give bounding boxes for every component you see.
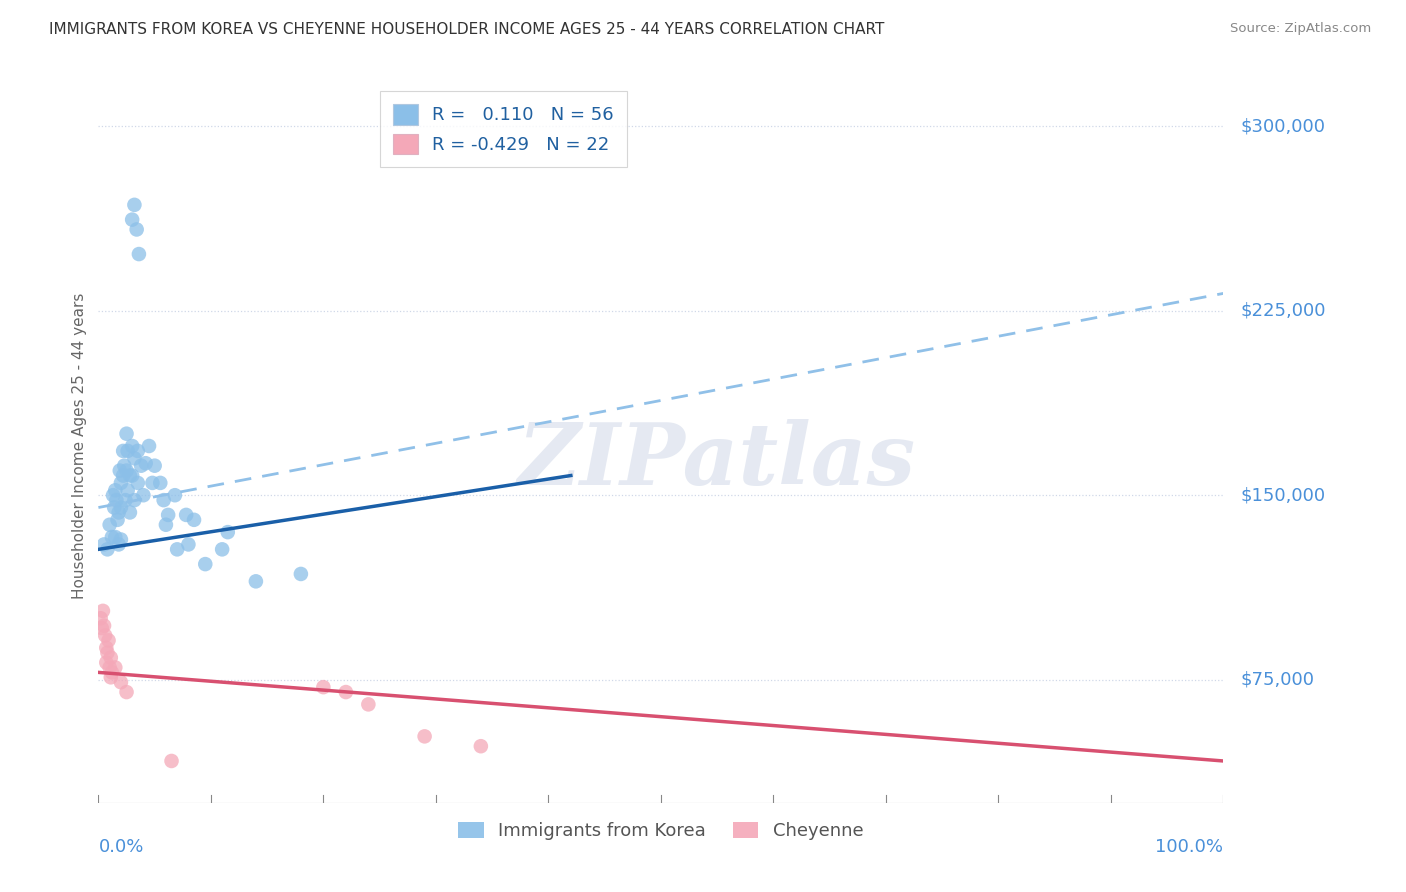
Point [118, 468, 141, 483]
Text: ZIPatlas: ZIPatlas [517, 418, 917, 502]
Point [96, 656, 118, 670]
Point [357, 698, 380, 712]
Point [118, 505, 141, 519]
Point [90, 611, 112, 625]
Point [114, 493, 136, 508]
Point [121, 468, 143, 483]
Point [115, 464, 138, 478]
Point [107, 537, 129, 551]
Point [183, 513, 205, 527]
Text: $150,000: $150,000 [1240, 486, 1326, 504]
Point [157, 508, 180, 522]
Point [107, 505, 129, 519]
Point [104, 660, 127, 674]
Point [93, 537, 115, 551]
Point [110, 475, 132, 490]
Point [211, 542, 233, 557]
Point [115, 426, 138, 441]
Point [93, 618, 115, 632]
Point [152, 493, 174, 508]
Point [135, 456, 157, 470]
Point [112, 458, 135, 473]
Point [124, 198, 146, 212]
Point [100, 670, 122, 684]
Point [108, 464, 131, 478]
Point [141, 475, 163, 490]
Point [101, 665, 124, 680]
Text: 100.0%: 100.0% [1156, 838, 1223, 856]
Point [107, 513, 129, 527]
Point [129, 458, 152, 473]
Point [94, 628, 117, 642]
Point [110, 675, 132, 690]
Point [127, 475, 149, 490]
Point [101, 488, 124, 502]
Point [128, 247, 150, 261]
Text: 0.0%: 0.0% [98, 838, 143, 856]
Point [98, 517, 121, 532]
Point [100, 650, 122, 665]
Text: $75,000: $75,000 [1240, 671, 1315, 689]
Point [104, 483, 127, 498]
Text: $300,000: $300,000 [1240, 117, 1324, 135]
Point [143, 458, 166, 473]
Point [112, 444, 135, 458]
Point [127, 444, 149, 458]
Point [112, 468, 135, 483]
Point [163, 488, 186, 502]
Point [194, 557, 217, 571]
Point [115, 685, 138, 699]
Point [117, 483, 139, 498]
Point [98, 660, 121, 674]
Point [138, 439, 160, 453]
Point [117, 444, 139, 458]
Text: $225,000: $225,000 [1240, 301, 1326, 319]
Legend: Immigrants from Korea, Cheyenne: Immigrants from Korea, Cheyenne [451, 814, 870, 847]
Text: Source: ZipAtlas.com: Source: ZipAtlas.com [1230, 22, 1371, 36]
Point [245, 574, 267, 589]
Point [312, 680, 335, 694]
Point [124, 451, 146, 466]
Point [110, 533, 132, 547]
Point [105, 493, 128, 508]
Point [97, 633, 120, 648]
Point [166, 542, 188, 557]
Point [101, 530, 124, 544]
Point [149, 475, 172, 490]
Point [104, 530, 127, 544]
Point [132, 488, 155, 502]
Point [217, 525, 239, 540]
Point [470, 739, 492, 754]
Y-axis label: Householder Income Ages 25 - 44 years: Householder Income Ages 25 - 44 years [72, 293, 87, 599]
Text: IMMIGRANTS FROM KOREA VS CHEYENNE HOUSEHOLDER INCOME AGES 25 - 44 YEARS CORRELAT: IMMIGRANTS FROM KOREA VS CHEYENNE HOUSEH… [49, 22, 884, 37]
Point [96, 640, 118, 655]
Point [174, 508, 197, 522]
Point [110, 500, 132, 515]
Point [90, 621, 112, 635]
Point [335, 685, 357, 699]
Point [91, 604, 114, 618]
Point [290, 566, 312, 581]
Point [160, 754, 183, 768]
Point [96, 646, 118, 660]
Point [121, 439, 143, 453]
Point [103, 500, 125, 515]
Point [121, 212, 143, 227]
Point [177, 537, 200, 551]
Point [96, 542, 118, 557]
Point [124, 493, 146, 508]
Point [155, 517, 177, 532]
Point [125, 222, 148, 236]
Point [413, 730, 436, 744]
